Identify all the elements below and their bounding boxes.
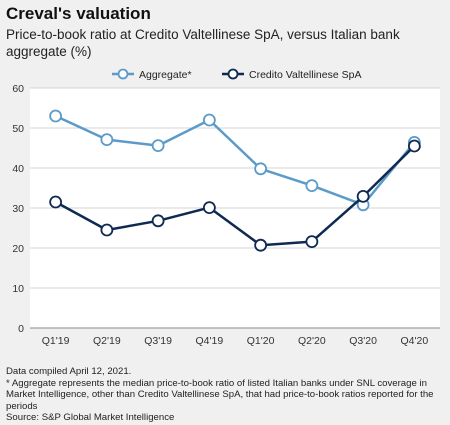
legend-item: Credito Valtellinese SpA bbox=[222, 68, 361, 81]
data-point bbox=[49, 109, 63, 123]
data-point bbox=[49, 195, 63, 209]
data-point bbox=[254, 238, 268, 252]
y-tick-label: 60 bbox=[12, 83, 24, 95]
x-tick-label: Q1'20 bbox=[247, 335, 275, 347]
series-credito-valtellinese bbox=[49, 139, 421, 252]
data-compiled-note: Data compiled April 12, 2021. bbox=[6, 366, 132, 377]
data-point bbox=[202, 113, 216, 127]
data-point bbox=[305, 235, 319, 249]
y-tick-label: 20 bbox=[12, 243, 24, 255]
x-tick-label: Q2'19 bbox=[93, 335, 121, 347]
aggregate-footnote: * Aggregate represents the median price-… bbox=[6, 377, 434, 412]
data-point bbox=[100, 133, 114, 146]
y-tick-label: 10 bbox=[12, 283, 24, 295]
line-chart: 0 10 20 30 40 50 60 Q1'19 Q2'19 Q3'19 Q4'19 Q1'20 Q2… bbox=[12, 68, 440, 347]
chart-title: Creval's valuation bbox=[6, 4, 151, 23]
y-tick-label: 30 bbox=[12, 203, 24, 215]
data-point bbox=[407, 139, 421, 153]
x-tick-label: Q4'20 bbox=[401, 335, 429, 347]
x-tick-label: Q1'19 bbox=[42, 335, 70, 347]
chart-footer: Data compiled April 12, 2021. * Aggregat… bbox=[6, 366, 446, 424]
data-point bbox=[151, 139, 165, 152]
x-tick-label: Q4'19 bbox=[196, 335, 224, 347]
series-line bbox=[55, 145, 416, 247]
series-line bbox=[55, 114, 416, 207]
source-note: Source: S&P Global Market Intelligence bbox=[6, 412, 175, 423]
data-point bbox=[202, 201, 216, 215]
data-point bbox=[305, 179, 319, 192]
legend-marker bbox=[117, 68, 129, 80]
chart-subtitle: Price-to-book ratio at Credito Valtellin… bbox=[6, 27, 400, 59]
legend-item: Aggregate* bbox=[112, 68, 192, 81]
x-tick-label: Q3'20 bbox=[349, 335, 377, 347]
y-tick-label: 0 bbox=[18, 323, 24, 335]
y-tick-label: 40 bbox=[12, 163, 24, 175]
x-tick-label: Q2'20 bbox=[298, 335, 326, 347]
data-point bbox=[100, 223, 114, 237]
data-point bbox=[254, 162, 268, 176]
y-tick-label: 50 bbox=[12, 123, 24, 135]
x-tick-label: Q3'19 bbox=[144, 335, 172, 347]
legend-label: Credito Valtellinese SpA bbox=[249, 69, 361, 81]
data-point bbox=[151, 214, 165, 228]
series-aggregate bbox=[49, 109, 421, 212]
data-point bbox=[356, 189, 370, 203]
legend-marker bbox=[227, 68, 239, 80]
legend-label: Aggregate* bbox=[139, 69, 192, 81]
